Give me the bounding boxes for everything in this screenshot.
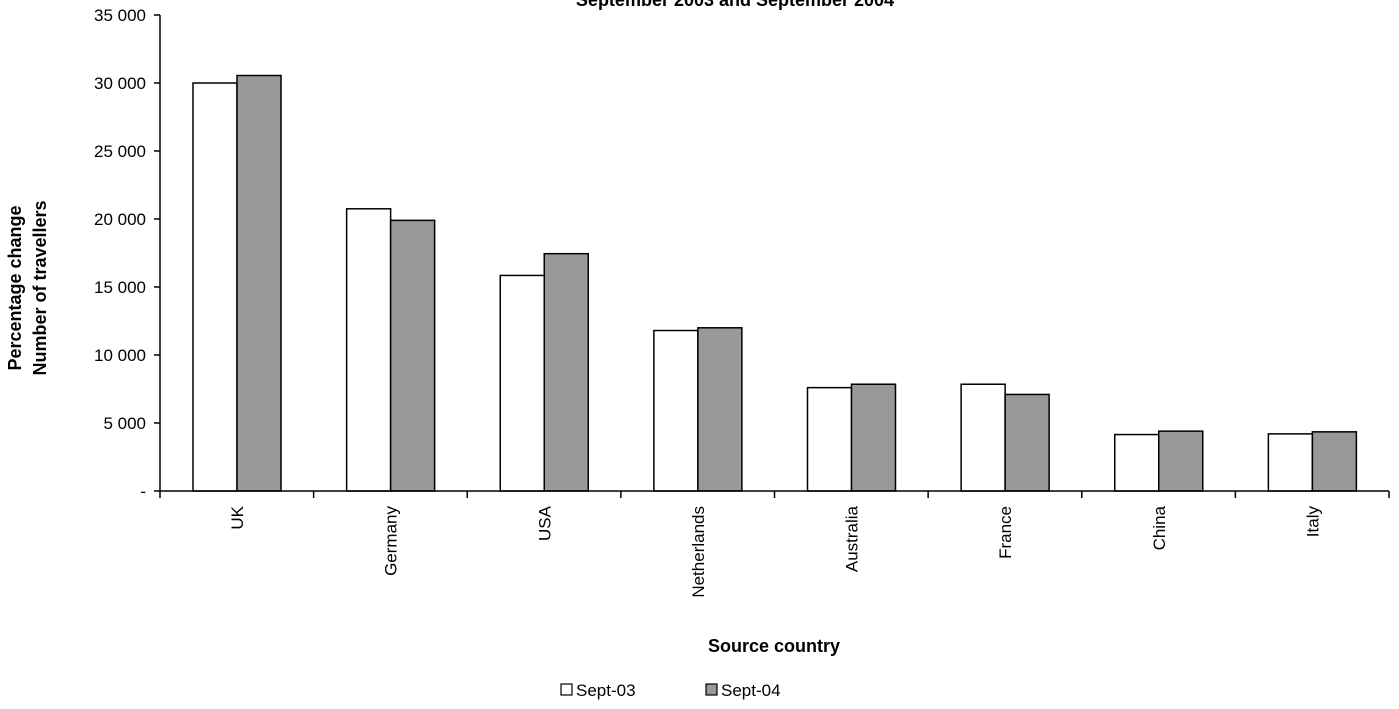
x-axis-ticks: UK Germany USA Netherlands Australia France Ch… [159,491,1390,598]
bar-sept-03-germany [345,208,392,492]
bar-sept-04-china [1158,430,1204,492]
x-tick-label: USA [535,505,554,541]
bar-sept-03-australia [806,386,853,492]
y-axis-ticks: - 5 000 10 000 15 000 20 000 25 000 30 000 35 0… [94,6,160,501]
chart-title: September 2003 and September 2004 [576,0,894,10]
legend: Sept-03 Sept-04 [560,681,781,700]
bar-sept-04-germany [389,219,436,492]
y-axis-secondary-title: Percentage change [5,205,25,370]
y-axis-title: Number of travellers [30,200,50,375]
bar-sept-03-italy [1267,433,1314,492]
legend-swatch-sept-03 [560,683,573,696]
bar-sept-03-usa [499,274,545,492]
legend-swatch-sept-04 [705,683,718,696]
x-tick-label: Italy [1303,506,1322,538]
y-tick-label: 30 000 [94,74,146,93]
x-tick-label: Germany [382,506,401,576]
bar-sept-03-netherlands [653,329,699,492]
x-tick-label: UK [228,505,247,529]
legend-label: Sept-04 [721,681,781,700]
x-tick-label: Australia [843,505,862,572]
y-tick-label: - [140,482,146,501]
bar-sept-03-uk [192,82,238,492]
y-tick-label: 20 000 [94,210,146,229]
x-tick-label: Netherlands [689,506,708,598]
bar-sept-04-australia [850,383,897,492]
bar-sept-03-france [960,383,1006,492]
x-tick-label: China [1150,505,1169,550]
bar-sept-04-usa [543,252,589,492]
y-tick-label: 10 000 [94,346,146,365]
y-tick-label: 25 000 [94,142,146,161]
x-tick-label: France [996,506,1015,559]
bar-sept-04-netherlands [697,327,743,492]
y-tick-label: 5 000 [103,414,146,433]
y-tick-label: 15 000 [94,278,146,297]
bar-sept-04-italy [1311,431,1358,492]
legend-label: Sept-03 [576,681,636,700]
y-tick-label: 35 000 [94,6,146,25]
bar-sept-04-france [1004,393,1050,492]
bar-sept-04-uk [236,74,282,492]
x-axis-title: Source country [708,636,840,656]
bars [192,74,1358,492]
bar-sept-03-china [1114,433,1160,492]
